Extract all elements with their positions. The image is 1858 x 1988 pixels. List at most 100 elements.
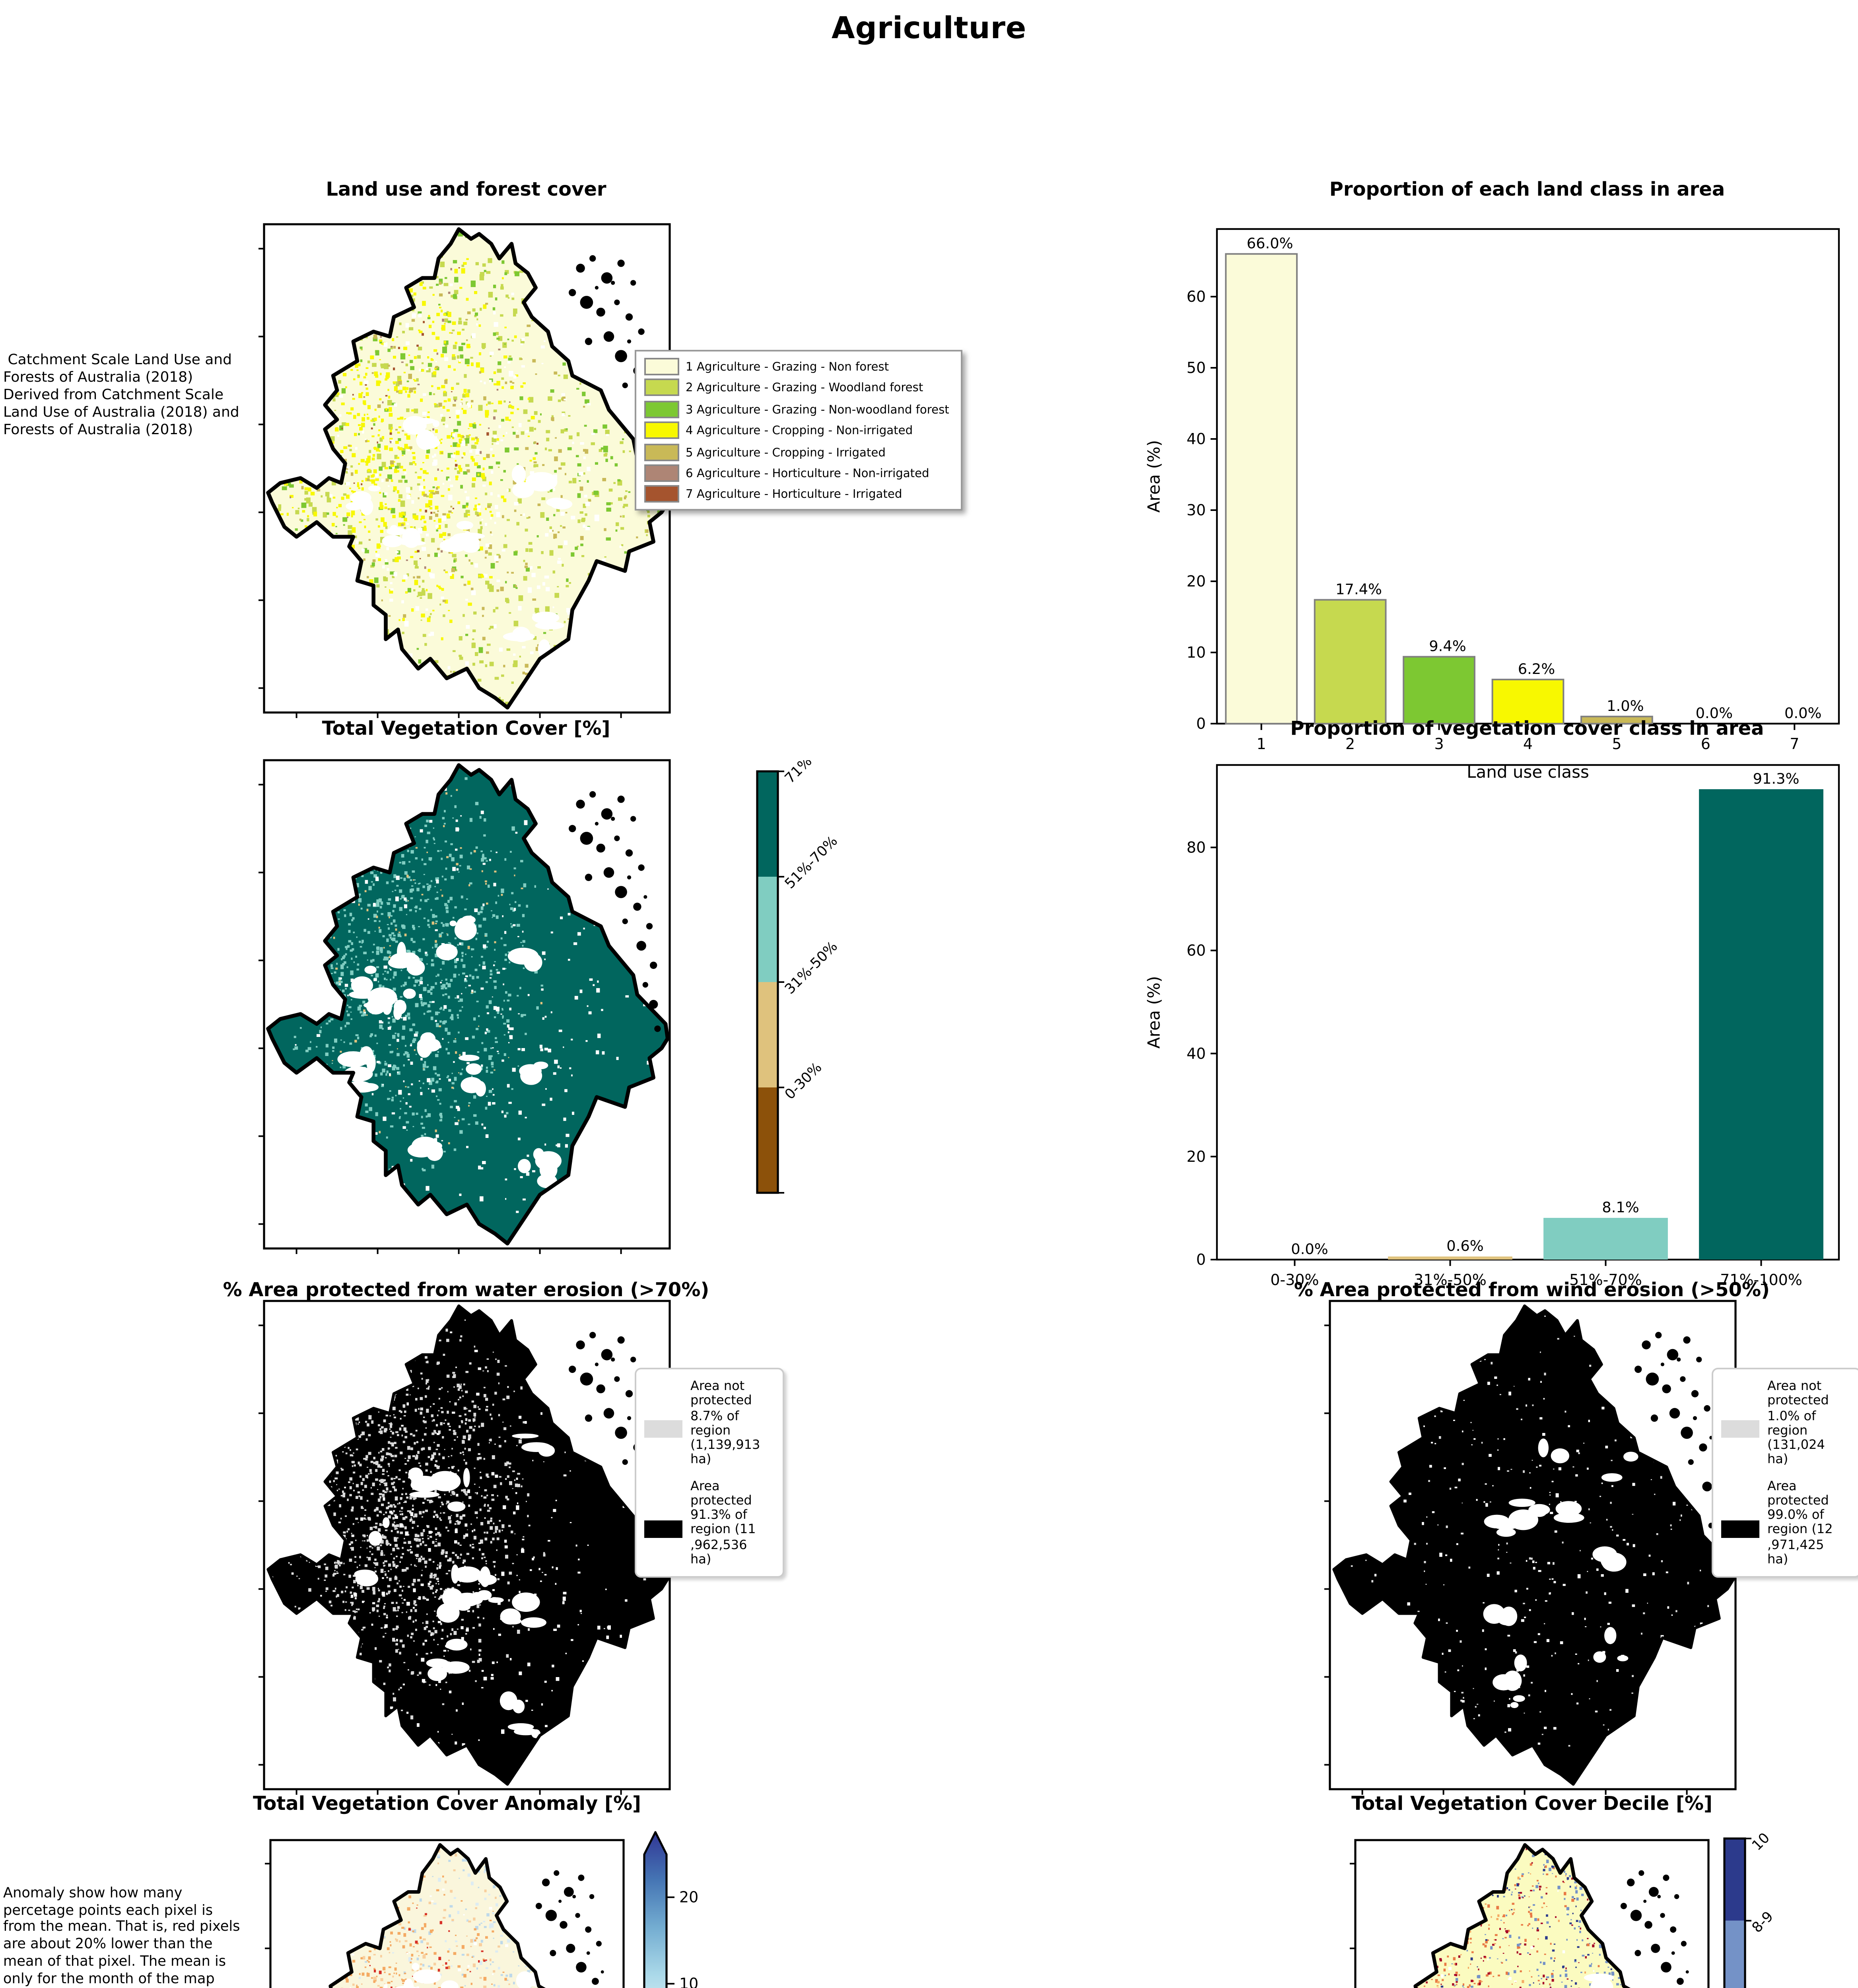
speckle (521, 431, 525, 435)
coastal-island (569, 825, 576, 833)
speckle (359, 941, 361, 943)
speckle (418, 1388, 419, 1389)
speckle (379, 947, 383, 952)
speckle (454, 1402, 457, 1406)
speckle (412, 1023, 415, 1026)
speckle (419, 908, 422, 910)
speckle (550, 1097, 552, 1101)
speckle (427, 317, 431, 319)
catchment-fill (268, 765, 668, 1244)
bar-value-label: 8.1% (1602, 1199, 1639, 1216)
speckle (395, 1643, 398, 1646)
speckle (432, 320, 434, 323)
speckle (424, 1560, 428, 1564)
speckle (510, 1425, 511, 1427)
speckle (380, 363, 385, 367)
speckle (461, 1068, 463, 1070)
speckle (482, 961, 485, 965)
speckle (382, 935, 385, 938)
speckle (430, 1016, 433, 1020)
speckle (443, 400, 447, 402)
speckle (433, 837, 435, 840)
speckle (343, 1535, 346, 1538)
speckle (456, 789, 458, 791)
speckle (425, 1002, 427, 1005)
coastal-island (625, 849, 633, 857)
speckle (449, 573, 452, 576)
speckle (445, 1526, 448, 1529)
speckle (376, 543, 381, 549)
speckle (410, 1564, 412, 1566)
speckle (415, 910, 417, 912)
speckle (513, 432, 516, 435)
speckle (480, 850, 483, 852)
coastal-island (601, 808, 613, 820)
speckle (392, 467, 395, 469)
speckle (566, 585, 569, 588)
speckle (378, 525, 380, 528)
speckle (496, 381, 500, 386)
speckle (492, 437, 497, 442)
speckle (523, 883, 527, 887)
speckle (439, 282, 442, 285)
speckle (490, 355, 492, 357)
speckle (428, 569, 431, 572)
speckle (459, 468, 463, 472)
speckle (546, 587, 550, 592)
speckle (445, 1048, 448, 1050)
speckle (347, 945, 350, 948)
speckle (514, 1168, 516, 1170)
speckle (496, 338, 500, 340)
speckle (478, 324, 481, 327)
speckle (421, 590, 426, 596)
speckle (393, 904, 396, 908)
speckle (321, 1026, 322, 1028)
speckle (381, 530, 383, 531)
speckle (422, 588, 425, 590)
speckle (458, 320, 462, 324)
speckle (406, 1497, 409, 1499)
speckle (296, 1575, 298, 1577)
speckle (420, 468, 423, 470)
map-plot (258, 223, 671, 718)
speckle (347, 1004, 348, 1006)
data-gap (533, 1062, 548, 1070)
speckle (479, 352, 481, 355)
speckle (360, 1434, 363, 1436)
speckle (367, 405, 371, 410)
speckle (500, 1013, 502, 1015)
legend-item: 6 Agriculture - Horticulture - Non-irrig… (644, 464, 949, 482)
speckle (413, 1600, 416, 1604)
speckle (485, 580, 490, 585)
speckle (435, 1054, 439, 1057)
speckle (457, 434, 461, 437)
speckle (487, 1504, 489, 1507)
speckle (441, 1387, 443, 1389)
speckle (456, 863, 459, 866)
speckle (509, 371, 513, 377)
speckle (571, 1039, 573, 1041)
speckle (388, 927, 390, 930)
speckle (406, 875, 409, 878)
speckle (333, 937, 335, 939)
speckle (440, 969, 442, 970)
speckle (439, 278, 443, 284)
speckle (383, 1613, 386, 1615)
speckle (463, 410, 467, 414)
speckle (344, 1609, 346, 1611)
speckle (372, 418, 375, 422)
speckle (494, 961, 496, 962)
speckle (412, 461, 415, 464)
data-gap (360, 498, 373, 515)
speckle (442, 961, 445, 965)
speckle (434, 944, 437, 948)
speckle (606, 507, 611, 512)
speckle (410, 897, 413, 899)
speckle (577, 493, 581, 498)
speckle (341, 402, 345, 406)
speckle (439, 1103, 441, 1105)
speckle (510, 923, 512, 925)
speckle (593, 984, 595, 986)
legend-label: 1 Agriculture - Grazing - Non forest (686, 359, 889, 374)
speckle (398, 1090, 402, 1095)
